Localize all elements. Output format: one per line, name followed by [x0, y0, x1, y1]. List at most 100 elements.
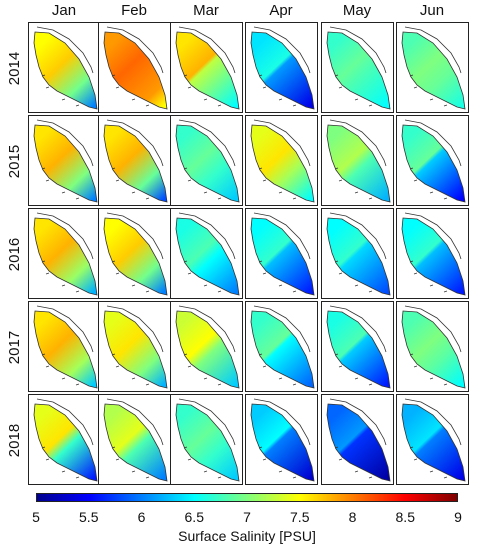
river-mark: [409, 446, 414, 449]
salinity-field: [33, 217, 98, 296]
map-panel-2018-jun: [396, 394, 469, 485]
river-mark: [115, 272, 120, 275]
river-mark: [45, 86, 50, 89]
river-mark: [262, 272, 267, 275]
river-mark: [217, 104, 222, 107]
river-mark: [354, 470, 359, 473]
river-mark: [75, 476, 80, 479]
salinity-field: [326, 217, 391, 296]
colorbar-tick-label: 8.5: [395, 509, 415, 525]
river-mark: [217, 290, 222, 293]
coastline: [106, 398, 164, 446]
map-panel-2017-may: [321, 301, 394, 392]
river-mark: [131, 284, 136, 287]
colorbar-tick-label: 8: [348, 509, 357, 525]
coastline: [404, 119, 462, 167]
river-mark: [217, 476, 222, 479]
river-mark: [203, 377, 208, 380]
map-panel-2014-mar: [170, 22, 243, 113]
map-panel-2014-jun: [396, 22, 469, 113]
coastline: [36, 305, 94, 353]
coastline: [253, 305, 311, 353]
map-panel-2015-jan: [28, 115, 101, 206]
river-mark: [258, 353, 263, 356]
river-mark: [183, 74, 188, 77]
month-label-feb: Feb: [121, 2, 147, 19]
coastline: [404, 305, 462, 353]
river-mark: [413, 179, 418, 182]
river-mark: [354, 98, 359, 101]
river-mark: [75, 383, 80, 386]
river-mark: [61, 284, 66, 287]
river-mark: [443, 290, 448, 293]
salinity-field: [175, 31, 240, 110]
year-label-wrap-2014: 2014: [0, 22, 30, 114]
river-mark: [338, 458, 343, 461]
map-panel-2014-apr: [245, 22, 318, 113]
map-panel-2016-jan: [28, 208, 101, 299]
river-mark: [75, 290, 80, 293]
river-mark: [368, 383, 373, 386]
coastline: [178, 212, 236, 260]
colorbar-tick-label: 6: [137, 509, 146, 525]
map-panel-2018-feb: [98, 394, 171, 485]
river-mark: [292, 383, 297, 386]
salinity-field: [103, 310, 168, 389]
salinity-field: [250, 124, 315, 203]
river-mark: [278, 98, 283, 101]
river-mark: [203, 284, 208, 287]
salinity-field: [401, 124, 466, 203]
river-mark: [278, 191, 283, 194]
year-label-2014: 2014: [6, 51, 24, 85]
river-mark: [183, 260, 188, 263]
month-label-jun: Jun: [419, 2, 445, 19]
coastline: [106, 119, 164, 167]
salinity-field: [250, 310, 315, 389]
year-label-wrap-2017: 2017: [0, 301, 30, 393]
salinity-colorbar: [36, 493, 458, 502]
river-mark: [131, 377, 136, 380]
river-mark: [338, 365, 343, 368]
river-mark: [41, 446, 46, 449]
coastline: [178, 305, 236, 353]
coastline: [36, 119, 94, 167]
river-mark: [75, 104, 80, 107]
river-mark: [338, 179, 343, 182]
map-panel-2017-jun: [396, 301, 469, 392]
river-mark: [292, 104, 297, 107]
map-panel-2018-jan: [28, 394, 101, 485]
coastline: [253, 212, 311, 260]
river-mark: [354, 284, 359, 287]
river-mark: [111, 353, 116, 356]
year-label-2016: 2016: [6, 237, 24, 271]
year-label-2018: 2018: [6, 423, 24, 457]
colorbar-tick-label: 5.5: [79, 509, 99, 525]
river-mark: [258, 260, 263, 263]
river-mark: [187, 458, 192, 461]
salinity-field: [175, 403, 240, 482]
map-panel-2018-mar: [170, 394, 243, 485]
river-mark: [131, 98, 136, 101]
coastline: [178, 119, 236, 167]
map-panel-2015-mar: [170, 115, 243, 206]
coastline: [106, 212, 164, 260]
coastline: [178, 26, 236, 74]
map-panel-2014-jan: [28, 22, 101, 113]
river-mark: [368, 197, 373, 200]
river-mark: [354, 191, 359, 194]
map-panel-2016-apr: [245, 208, 318, 299]
salinity-field: [33, 124, 98, 203]
river-mark: [292, 197, 297, 200]
river-mark: [131, 191, 136, 194]
salinity-field: [33, 31, 98, 110]
river-mark: [443, 476, 448, 479]
river-mark: [75, 197, 80, 200]
river-mark: [409, 353, 414, 356]
coastline: [329, 398, 387, 446]
river-mark: [292, 476, 297, 479]
salinity-field: [401, 310, 466, 389]
coastline: [253, 398, 311, 446]
river-mark: [278, 284, 283, 287]
salinity-field: [175, 217, 240, 296]
river-mark: [145, 383, 150, 386]
